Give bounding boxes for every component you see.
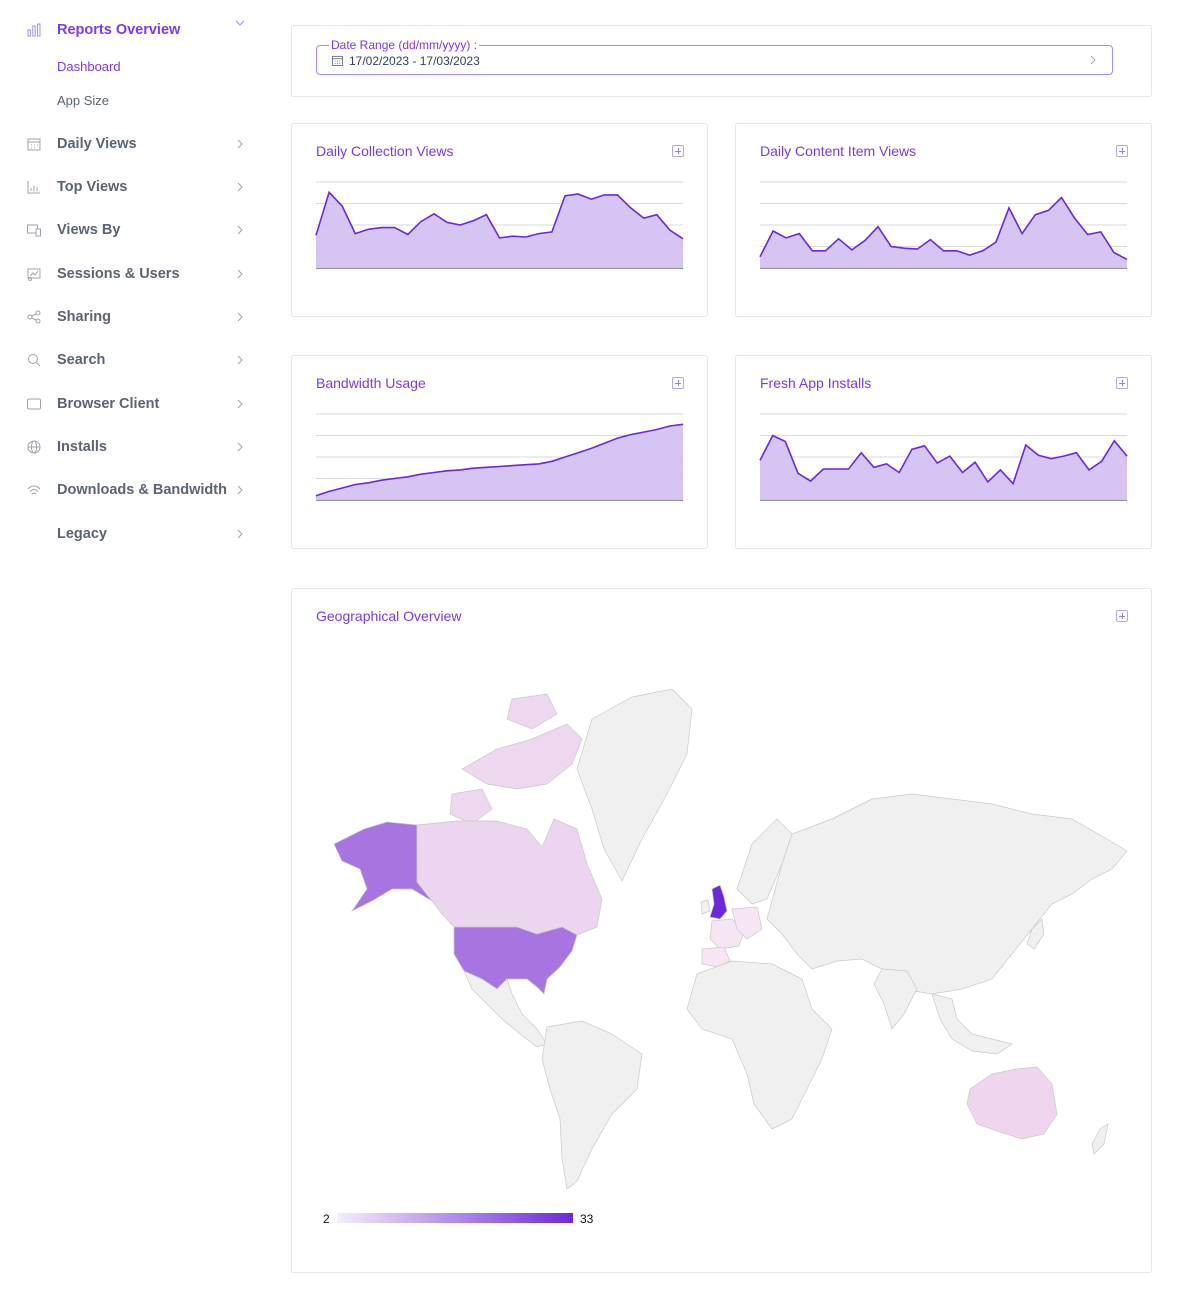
search-icon bbox=[28, 354, 41, 367]
sidebar-item-installs[interactable]: Installs bbox=[0, 430, 262, 464]
sidebar: Reports Overview Dashboard App Size Dail… bbox=[0, 0, 262, 1307]
sidebar-item-label: Reports Overview bbox=[57, 22, 181, 38]
series-area bbox=[316, 424, 683, 500]
chevron-right-icon bbox=[237, 355, 243, 365]
users-chart-icon bbox=[27, 268, 41, 281]
map-region-canada[interactable] bbox=[416, 818, 603, 936]
expand-icon[interactable] bbox=[672, 145, 684, 157]
sidebar-subitem-app-size[interactable]: App Size bbox=[57, 93, 110, 108]
chevron-right-icon bbox=[237, 269, 243, 279]
wifi-icon bbox=[27, 485, 41, 495]
chevron-right-icon bbox=[237, 442, 243, 452]
map-region-ireland[interactable] bbox=[700, 899, 711, 915]
globe-icon bbox=[27, 440, 41, 454]
sidebar-item-label: Top Views bbox=[57, 179, 128, 195]
legend-gradient-bar bbox=[337, 1213, 573, 1223]
series-area bbox=[316, 192, 683, 268]
date-range-card: Date Range (dd/mm/yyyy) : 17/02/2023 - 1… bbox=[291, 25, 1152, 97]
bandwidth-chart bbox=[315, 413, 684, 501]
sidebar-item-label: Search bbox=[57, 352, 106, 368]
chevron-right-icon bbox=[237, 182, 243, 192]
map-region-asia[interactable] bbox=[766, 793, 1128, 995]
expand-icon[interactable] bbox=[1116, 377, 1128, 389]
card-title: Daily Collection Views bbox=[316, 143, 454, 159]
sidebar-item-label: Sessions & Users bbox=[57, 266, 180, 282]
sidebar-subitem-dashboard[interactable]: Dashboard bbox=[57, 59, 121, 74]
map-region-central-europe[interactable] bbox=[731, 906, 763, 940]
sidebar-item-label: Browser Client bbox=[57, 396, 160, 412]
chevron-right-icon bbox=[1090, 55, 1096, 65]
sidebar-item-daily-views[interactable]: Daily Views bbox=[0, 127, 262, 161]
installs-card: Fresh App Installs bbox=[735, 355, 1152, 549]
card-title: Bandwidth Usage bbox=[316, 375, 426, 391]
map-region-united-kingdom[interactable] bbox=[709, 884, 728, 920]
chevron-right-icon bbox=[237, 485, 243, 495]
map-region-south-america[interactable] bbox=[541, 1020, 643, 1190]
devices-icon bbox=[27, 224, 41, 237]
sidebar-item-label: Downloads & Bandwidth bbox=[57, 482, 227, 498]
sidebar-item-reports-overview[interactable]: Reports Overview bbox=[0, 13, 262, 47]
sidebar-item-label: Legacy bbox=[57, 526, 107, 542]
browser-icon bbox=[27, 398, 41, 410]
collection-views-card: Daily Collection Views bbox=[291, 123, 708, 317]
chevron-right-icon bbox=[237, 312, 243, 322]
map-region-australia[interactable] bbox=[966, 1066, 1058, 1140]
map-region-southeast-asia[interactable] bbox=[931, 993, 1013, 1055]
calendar-icon bbox=[27, 138, 41, 151]
sidebar-item-label: Sharing bbox=[57, 309, 111, 325]
chevron-right-icon bbox=[237, 225, 243, 235]
series-line bbox=[759, 434, 1128, 486]
chevron-right-icon bbox=[237, 399, 243, 409]
calendar-icon bbox=[332, 55, 343, 66]
sidebar-item-top-views[interactable]: Top Views bbox=[0, 170, 262, 204]
share-icon bbox=[27, 310, 41, 324]
geo-overview-card: Geographical Overview bbox=[291, 588, 1152, 1273]
content-item-views-chart bbox=[759, 181, 1128, 269]
map-region-japan[interactable] bbox=[1026, 918, 1045, 950]
map-region-arctic-islands[interactable] bbox=[449, 788, 493, 825]
sidebar-item-search[interactable]: Search bbox=[0, 343, 262, 377]
map-region-africa[interactable] bbox=[686, 960, 833, 1130]
installs-chart bbox=[759, 413, 1128, 501]
date-range-value: 17/02/2023 - 17/03/2023 bbox=[349, 54, 480, 68]
collection-views-chart bbox=[315, 181, 684, 269]
expand-icon[interactable] bbox=[672, 377, 684, 389]
sidebar-item-sessions-users[interactable]: Sessions & Users bbox=[0, 257, 262, 291]
chevron-right-icon bbox=[237, 139, 243, 149]
bar-chart-icon bbox=[27, 23, 41, 37]
date-range-label: Date Range (dd/mm/yyyy) : bbox=[329, 38, 480, 52]
series-area bbox=[760, 435, 1127, 500]
sidebar-item-views-by[interactable]: Views By bbox=[0, 213, 262, 247]
expand-icon[interactable] bbox=[1116, 610, 1128, 622]
content-item-views-card: Daily Content Item Views bbox=[735, 123, 1152, 317]
sidebar-item-label: Installs bbox=[57, 439, 107, 455]
legend-min-label: 2 bbox=[323, 1212, 330, 1226]
map-region-greenland[interactable] bbox=[576, 688, 693, 882]
sidebar-item-label: Views By bbox=[57, 222, 121, 238]
card-title: Geographical Overview bbox=[316, 608, 462, 624]
sidebar-item-downloads-bandwidth[interactable]: Downloads & Bandwidth bbox=[0, 473, 262, 507]
map-region-new-zealand[interactable] bbox=[1091, 1123, 1109, 1155]
series-area bbox=[760, 197, 1127, 268]
map-region-india[interactable] bbox=[873, 968, 918, 1030]
map-region-arctic-islands[interactable] bbox=[506, 693, 558, 730]
map-region-arctic-islands[interactable] bbox=[461, 723, 583, 790]
chevron-down-icon bbox=[235, 20, 245, 26]
sidebar-item-sharing[interactable]: Sharing bbox=[0, 300, 262, 334]
card-title: Fresh App Installs bbox=[760, 375, 872, 391]
histogram-icon bbox=[27, 181, 40, 194]
legend-max-label: 33 bbox=[580, 1212, 594, 1226]
expand-icon[interactable] bbox=[1116, 145, 1128, 157]
chevron-right-icon bbox=[237, 529, 243, 539]
bandwidth-card: Bandwidth Usage bbox=[291, 355, 708, 549]
sidebar-item-legacy[interactable]: Legacy bbox=[0, 517, 262, 551]
world-map: 2 33 bbox=[323, 688, 1128, 1226]
card-title: Daily Content Item Views bbox=[760, 143, 917, 159]
date-range-picker[interactable]: Date Range (dd/mm/yyyy) : 17/02/2023 - 1… bbox=[316, 38, 1113, 75]
sidebar-item-browser-client[interactable]: Browser Client bbox=[0, 387, 262, 421]
map-region-france[interactable] bbox=[709, 918, 745, 950]
sidebar-item-label: Daily Views bbox=[57, 136, 137, 152]
map-region-mexico[interactable] bbox=[463, 970, 548, 1048]
